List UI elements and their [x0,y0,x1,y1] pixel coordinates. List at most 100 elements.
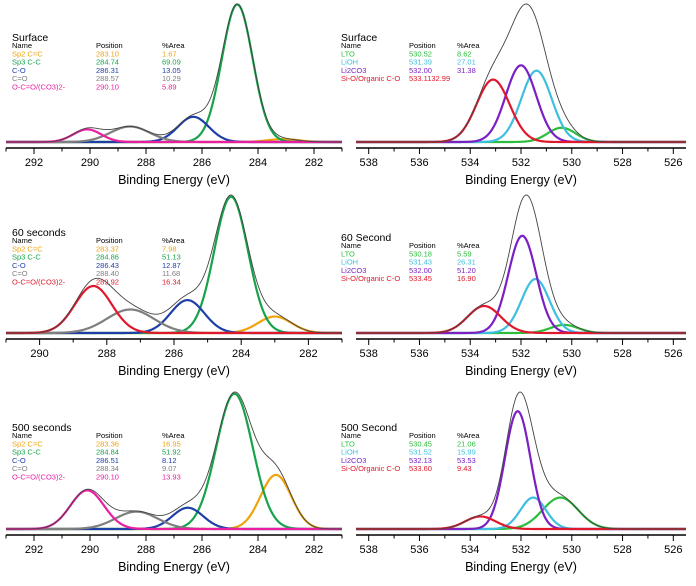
tick-label: 286 [193,544,211,556]
panel-title: 500 seconds [12,422,72,434]
legend-position: 530.45 [409,439,432,448]
legend-name: Si-O/Organic C-O [341,464,400,473]
x-axis-label: Binding Energy (eV) [465,364,577,378]
table-header: Position [96,236,123,245]
legend-name: C-O [12,66,26,75]
tick-label: 284 [249,544,267,556]
spectrum-panel-5: 292 290 288 286 284 282 Binding Energy (eV) 500… [5,391,343,574]
peak-lioh [356,277,686,335]
legend-name: LiOH [341,58,358,67]
legend-name: Sp3 C-C [12,448,41,457]
table-header: Position [409,41,436,50]
legend-name: O-C=O/(CO3)2- [12,83,66,92]
legend-name: Sp2 C=C [12,439,43,448]
legend-area: 16.34 [162,278,181,287]
peak-lioh [356,496,686,531]
peak-sp2-c-c [6,315,342,335]
legend-position: 286.31 [96,66,119,75]
table-header: %Area [457,241,480,250]
x-axis-label: Binding Energy (eV) [118,173,230,187]
tick-label: 532 [512,544,530,556]
legend-position: 531.43 [409,258,432,267]
legend-position: 533.60 [409,464,432,473]
legend-name: LTO [341,439,355,448]
peak-si-o-organic-c-o [356,304,686,335]
table-header: Position [96,431,123,440]
peak-li2co3 [356,410,686,531]
legend-name: Li2CO3 [341,456,366,465]
legend-name: C-O [12,261,26,270]
legend-position: 288.57 [96,74,119,83]
legend-area: 31.38 [457,66,476,75]
legend-position: 286.51 [96,456,119,465]
legend-name: O-C=O/(CO3)2- [12,473,66,482]
panel-title: Surface [341,32,377,44]
legend-name: O-C=O/(CO3)2- [12,278,66,287]
legend-name: LTO [341,249,355,258]
table-header: Name [12,236,32,245]
legend-area: 8.12 [162,456,177,465]
peak-lto [356,126,686,144]
tick-label: 282 [305,544,323,556]
envelope-line [356,3,686,143]
legend-name: LiOH [341,448,358,457]
legend-name: LTO [341,49,355,58]
spectrum-panel-3: 290 288 286 284 282 Binding Energy (eV) 60 sec… [5,194,343,378]
tick-label: 290 [81,157,99,169]
panel-title: 60 seconds [12,227,66,239]
tick-label: 530 [563,544,581,556]
panel-title: Surface [12,32,48,44]
tick-label: 538 [360,157,378,169]
tick-label: 530 [563,157,581,169]
x-axis-label: Binding Energy (eV) [465,560,577,574]
legend-area: 7.98 [162,244,177,253]
legend-area: 16.90 [457,274,476,283]
tick-label: 528 [613,348,631,360]
tick-label: 536 [410,157,428,169]
tick-label: 536 [410,544,428,556]
table-header: %Area [162,431,185,440]
legend-area: 53.53 [457,456,476,465]
tick-label: 534 [461,544,479,556]
tick-label: 526 [664,544,682,556]
legend-area: 13.05 [162,66,181,75]
table-header: Name [12,431,32,440]
legend-position: 530.18 [409,249,432,258]
tick-label: 284 [249,157,267,169]
tick-label: 290 [30,348,48,360]
peak-li2co3 [356,234,686,335]
legend-area: 9.43 [457,464,472,473]
tick-label: 284 [232,348,250,360]
tick-label: 282 [299,348,317,360]
legend-position: 290.10 [96,473,119,482]
legend-area: 5.59 [457,249,472,258]
tick-label: 538 [360,544,378,556]
x-axis-label: Binding Energy (eV) [118,364,230,378]
tick-label: 290 [81,544,99,556]
table-header: %Area [162,41,185,50]
legend-area: 21.06 [457,439,476,448]
envelope-line [356,391,686,530]
tick-label: 288 [98,348,116,360]
legend-area: 9.07 [162,464,177,473]
peak-lioh [356,69,686,144]
legend-area: 51.92 [162,448,181,457]
legend-position: 289.92 [96,278,119,287]
tick-label: 528 [613,157,631,169]
tick-label: 292 [25,157,43,169]
legend-area: 8.62 [457,49,472,58]
tick-label: 526 [664,348,682,360]
tick-label: 286 [165,348,183,360]
legend-position: 288.34 [96,464,119,473]
legend-name: Si-O/Organic C-O [341,74,400,83]
table-header: Name [12,41,32,50]
legend-position: 283.10 [96,49,119,58]
peak-si-o-organic-c-o [356,78,686,144]
table-header: %Area [457,431,480,440]
legend-area: 27.01 [457,58,476,67]
legend-position: 531.39 [409,58,432,67]
table-header: Name [341,241,361,250]
legend-position: 283.37 [96,244,119,253]
tick-label: 534 [461,157,479,169]
tick-label: 538 [360,348,378,360]
